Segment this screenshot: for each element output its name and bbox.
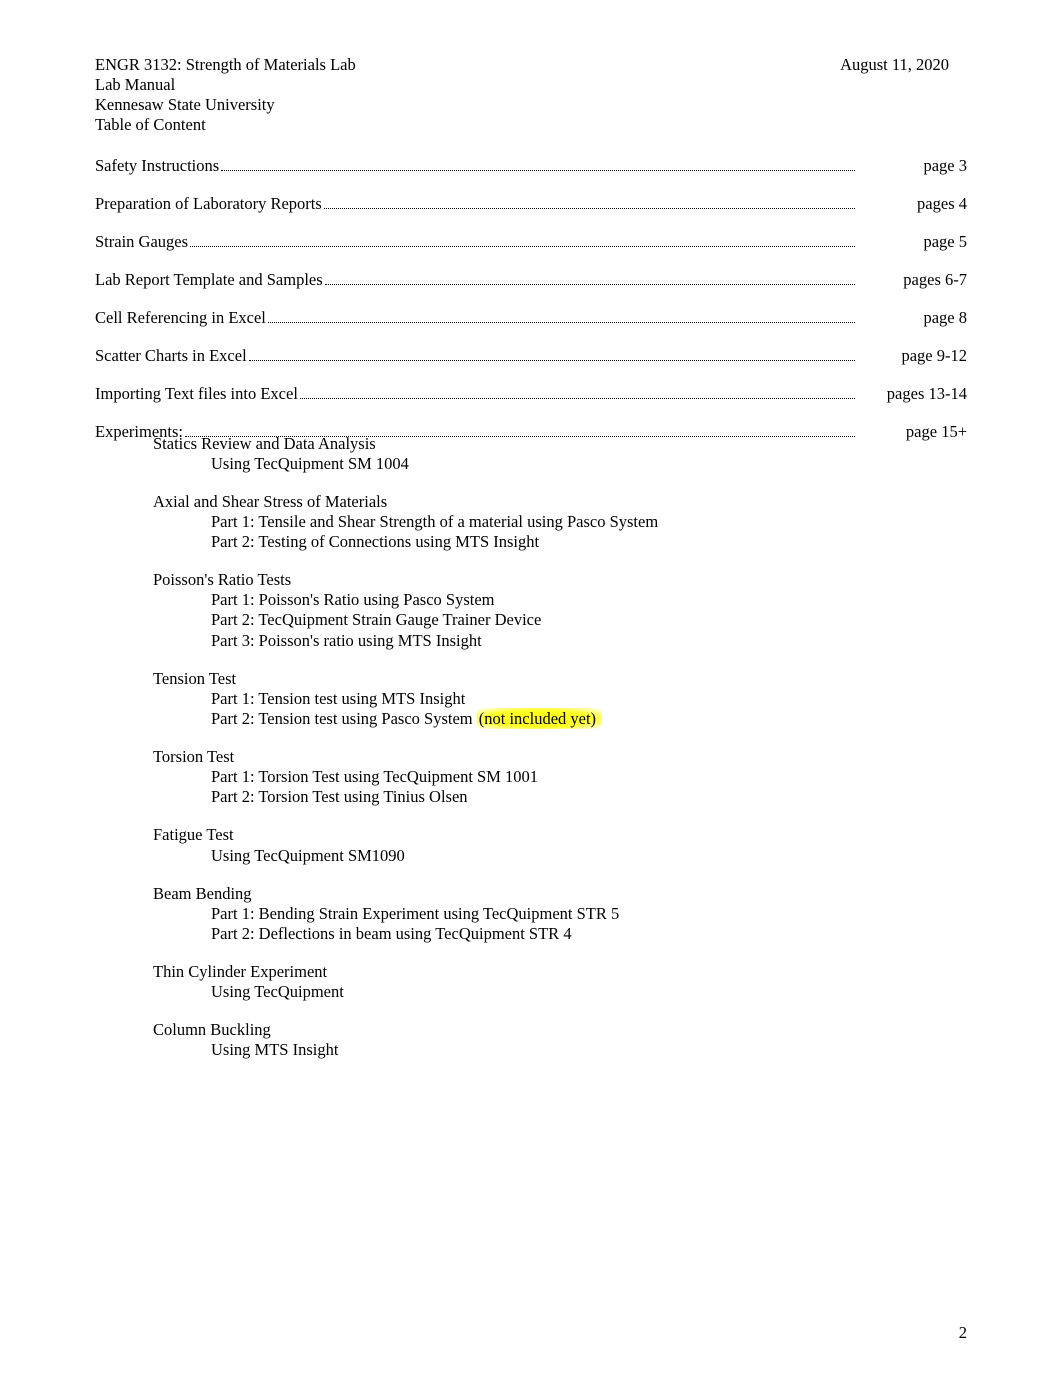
page-header: ENGR 3132: Strength of Materials Lab Lab… bbox=[95, 55, 967, 136]
header-date: August 11, 2020 bbox=[840, 55, 949, 75]
experiment-title: Fatigue Test bbox=[153, 825, 967, 845]
toc-title: Table of Content bbox=[95, 115, 356, 135]
toc-row: Importing Text files into Excel pages 13… bbox=[95, 384, 967, 404]
toc-label: Lab Report Template and Samples bbox=[95, 270, 323, 290]
dot-leader bbox=[190, 233, 855, 247]
dot-leader bbox=[325, 271, 855, 285]
experiment-item: Part 3: Poisson's ratio using MTS Insigh… bbox=[211, 631, 967, 651]
toc-page: page 8 bbox=[857, 308, 967, 328]
toc-page: page 3 bbox=[857, 156, 967, 176]
experiment-group: Fatigue Test Using TecQuipment SM1090 bbox=[95, 825, 967, 865]
toc-row: Preparation of Laboratory Reports pages … bbox=[95, 194, 967, 214]
experiment-item: Part 2: Torsion Test using Tinius Olsen bbox=[211, 787, 967, 807]
experiment-item-prefix: Part 2: Tension test using Pasco System bbox=[211, 709, 477, 728]
experiment-item: Part 2: Deflections in beam using TecQui… bbox=[211, 924, 967, 944]
dot-leader bbox=[221, 156, 855, 170]
toc-page: page 5 bbox=[857, 232, 967, 252]
experiment-item: Part 1: Torsion Test using TecQuipment S… bbox=[211, 767, 967, 787]
experiment-item: Using TecQuipment SM1090 bbox=[211, 846, 967, 866]
experiment-item: Using TecQuipment bbox=[211, 982, 967, 1002]
experiment-title: Axial and Shear Stress of Materials bbox=[153, 492, 967, 512]
toc-row: Scatter Charts in Excel page 9-12 bbox=[95, 346, 967, 366]
experiment-title: Thin Cylinder Experiment bbox=[153, 962, 967, 982]
experiment-item: Part 2: Testing of Connections using MTS… bbox=[211, 532, 967, 552]
experiment-title: Torsion Test bbox=[153, 747, 967, 767]
experiment-group: Beam Bending Part 1: Bending Strain Expe… bbox=[95, 884, 967, 944]
experiment-item: Part 1: Poisson's Ratio using Pasco Syst… bbox=[211, 590, 967, 610]
experiment-item-highlighted: Part 2: Tension test using Pasco System … bbox=[211, 709, 967, 729]
experiment-title: Column Buckling bbox=[153, 1020, 967, 1040]
experiment-group: Torsion Test Part 1: Torsion Test using … bbox=[95, 747, 967, 807]
university-line: Kennesaw State University bbox=[95, 95, 356, 115]
header-left: ENGR 3132: Strength of Materials Lab Lab… bbox=[95, 55, 356, 136]
experiment-item: Part 1: Tension test using MTS Insight bbox=[211, 689, 967, 709]
experiment-group: Thin Cylinder Experiment Using TecQuipme… bbox=[95, 962, 967, 1002]
experiment-group: Axial and Shear Stress of Materials Part… bbox=[95, 492, 967, 552]
toc-row: Lab Report Template and Samples pages 6-… bbox=[95, 270, 967, 290]
toc-label: Safety Instructions bbox=[95, 156, 219, 176]
toc-label: Importing Text files into Excel bbox=[95, 384, 298, 404]
experiment-item: Part 2: TecQuipment Strain Gauge Trainer… bbox=[211, 610, 967, 630]
experiment-group: Tension Test Part 1: Tension test using … bbox=[95, 669, 967, 729]
toc-label: Cell Referencing in Excel bbox=[95, 308, 266, 328]
experiment-title: Beam Bending bbox=[153, 884, 967, 904]
dot-leader bbox=[268, 309, 855, 323]
highlight-text: (not included yet) bbox=[477, 708, 602, 729]
experiment-group: Column Buckling Using MTS Insight bbox=[95, 1020, 967, 1060]
experiment-title: Poisson's Ratio Tests bbox=[153, 570, 967, 590]
experiment-title: Tension Test bbox=[153, 669, 967, 689]
experiment-group: Statics Review and Data Analysis Using T… bbox=[95, 434, 967, 474]
toc-label: Scatter Charts in Excel bbox=[95, 346, 247, 366]
toc-label: Strain Gauges bbox=[95, 232, 188, 252]
course-line: ENGR 3132: Strength of Materials Lab bbox=[95, 55, 356, 75]
dot-leader bbox=[249, 347, 855, 361]
manual-line: Lab Manual bbox=[95, 75, 356, 95]
toc-row: Safety Instructions page 3 bbox=[95, 156, 967, 176]
experiment-item: Part 1: Tensile and Shear Strength of a … bbox=[211, 512, 967, 532]
page-number: 2 bbox=[959, 1323, 967, 1343]
toc-row: Cell Referencing in Excel page 8 bbox=[95, 308, 967, 328]
toc-page: page 15+ bbox=[857, 422, 967, 442]
toc-label: Preparation of Laboratory Reports bbox=[95, 194, 322, 214]
experiment-item: Using MTS Insight bbox=[211, 1040, 967, 1060]
document-page: ENGR 3132: Strength of Materials Lab Lab… bbox=[0, 0, 1062, 1376]
table-of-contents: Safety Instructions page 3 Preparation o… bbox=[95, 156, 967, 443]
experiments-section: Statics Review and Data Analysis Using T… bbox=[95, 434, 967, 1061]
toc-page: pages 4 bbox=[857, 194, 967, 214]
experiment-item: Using TecQuipment SM 1004 bbox=[211, 454, 967, 474]
dot-leader bbox=[300, 385, 855, 399]
toc-page: page 9-12 bbox=[857, 346, 967, 366]
experiment-item: Part 1: Bending Strain Experiment using … bbox=[211, 904, 967, 924]
toc-page: pages 6-7 bbox=[857, 270, 967, 290]
experiment-group: Poisson's Ratio Tests Part 1: Poisson's … bbox=[95, 570, 967, 651]
toc-row: Strain Gauges page 5 bbox=[95, 232, 967, 252]
toc-page: pages 13-14 bbox=[857, 384, 967, 404]
dot-leader bbox=[324, 194, 855, 208]
